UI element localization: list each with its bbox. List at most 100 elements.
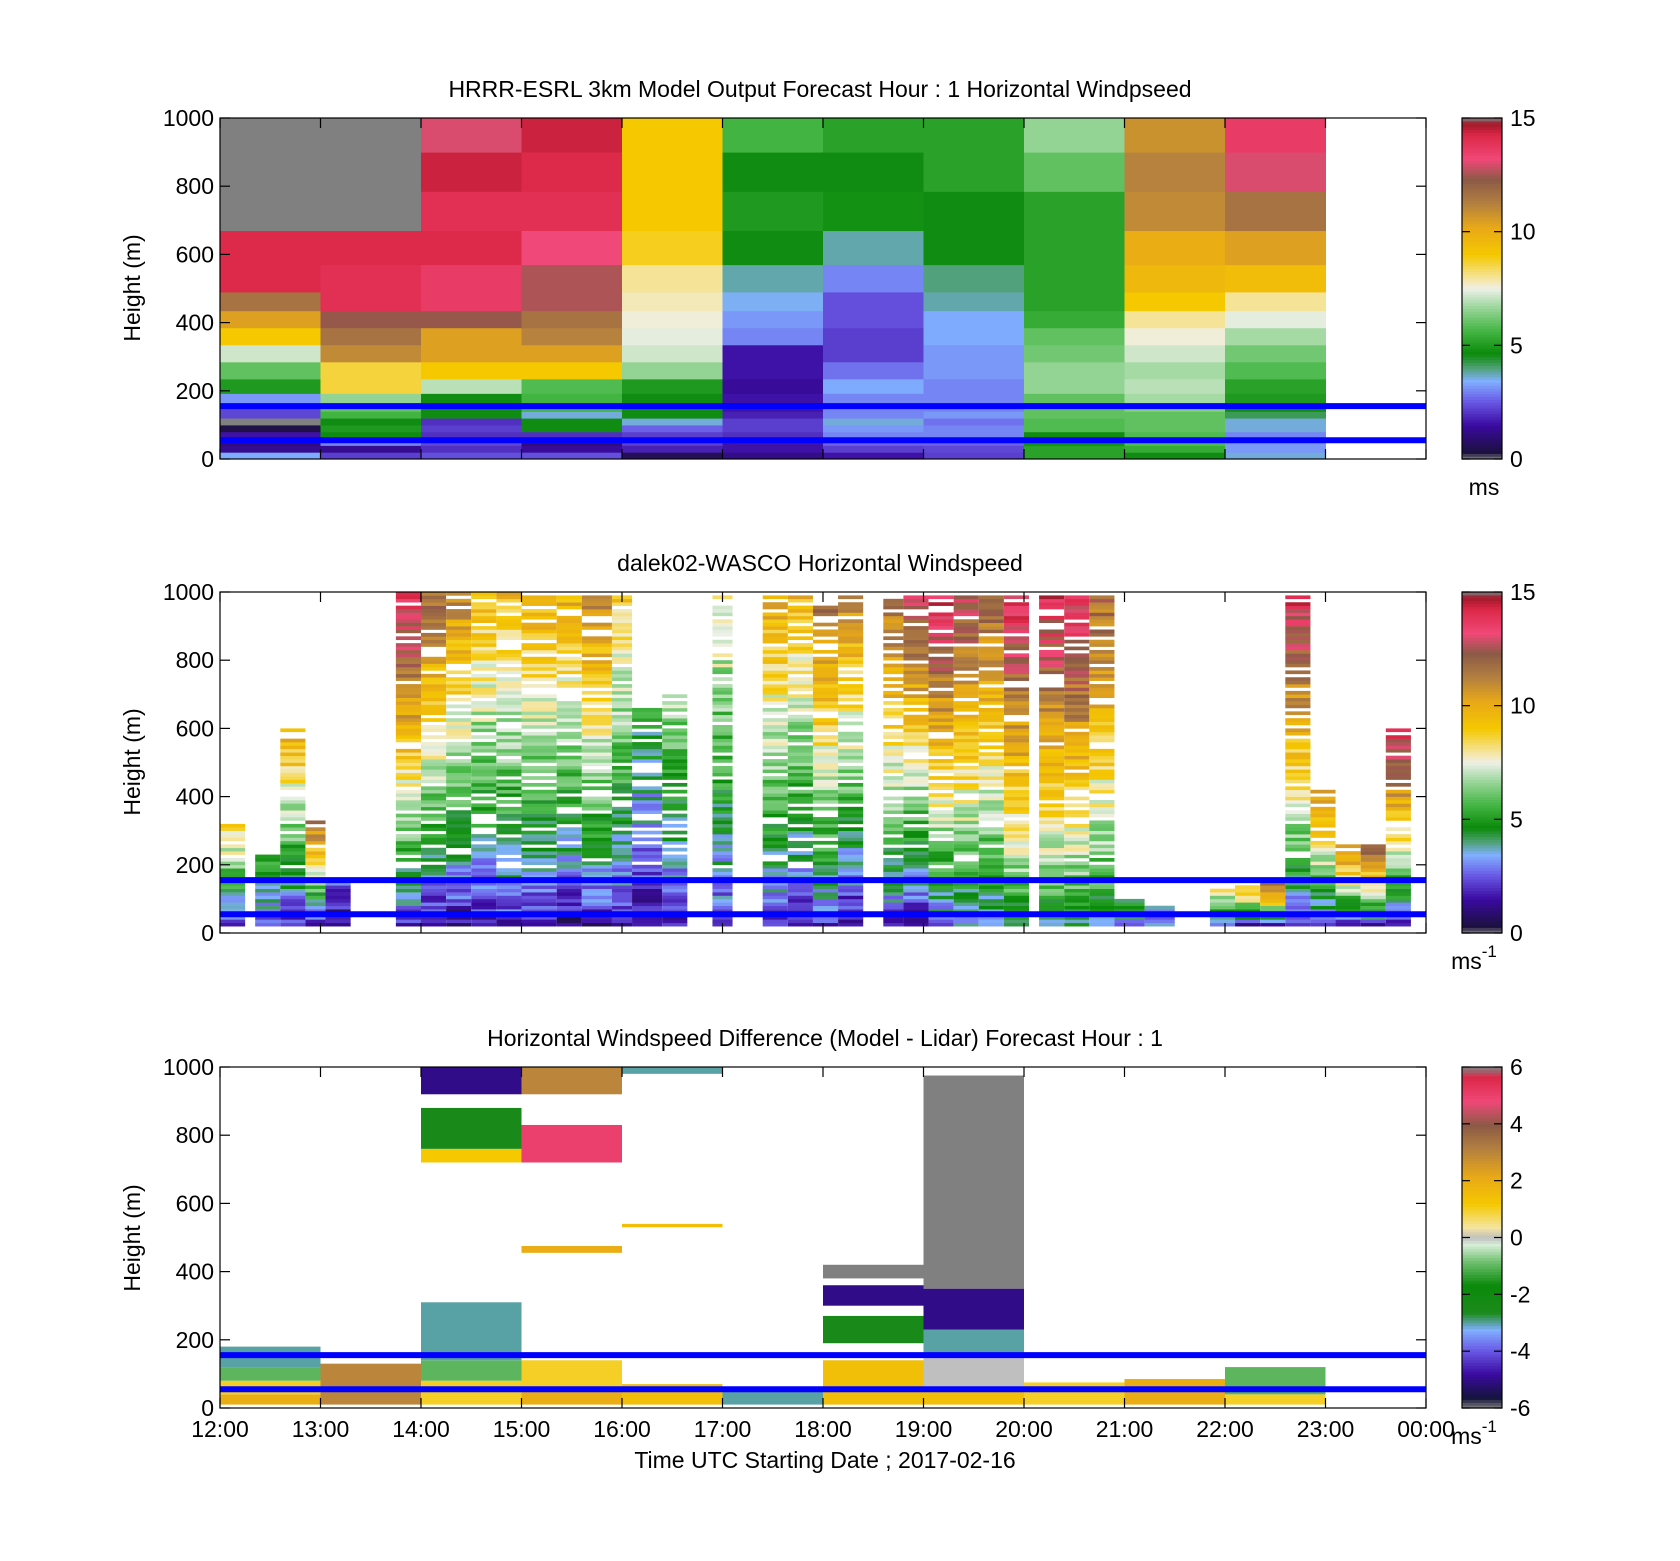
model-cell bbox=[1225, 327, 1326, 346]
lidar-cell bbox=[1089, 639, 1115, 644]
lidar-cell bbox=[838, 694, 864, 699]
lidar-cell bbox=[928, 752, 954, 756]
lidar-cell bbox=[838, 919, 864, 924]
model-cell bbox=[320, 378, 422, 394]
lidar-cell bbox=[581, 677, 612, 681]
lidar-cell bbox=[712, 817, 733, 821]
colorbar-swatch bbox=[1462, 217, 1502, 221]
lidar-cell bbox=[611, 902, 633, 907]
model-cell bbox=[823, 310, 924, 329]
lidar-cell bbox=[1235, 898, 1261, 903]
colorbar-swatch bbox=[1462, 697, 1502, 701]
colorbar-swatch bbox=[1462, 1203, 1502, 1207]
lidar-cell bbox=[1089, 605, 1115, 610]
colorbar-swatch bbox=[1462, 140, 1502, 145]
lidar-cell bbox=[812, 609, 839, 613]
lidar-cell bbox=[446, 769, 472, 774]
lidar-cell bbox=[1285, 909, 1311, 913]
colorbar-swatch bbox=[1462, 708, 1502, 712]
lidar-cell bbox=[556, 820, 582, 825]
lidar-cell bbox=[556, 800, 582, 804]
lidar-cell bbox=[1089, 823, 1115, 828]
lidar-cell bbox=[496, 875, 522, 879]
lidar-cell bbox=[325, 888, 351, 893]
lidar-cell bbox=[838, 885, 864, 889]
lidar-cell bbox=[1360, 864, 1386, 869]
lidar-cell bbox=[953, 735, 979, 739]
lidar-cell bbox=[787, 834, 813, 838]
lidar-cell bbox=[953, 827, 979, 831]
lidar-cell bbox=[581, 626, 612, 630]
lidar-cell bbox=[953, 806, 979, 811]
lidar-cell bbox=[632, 793, 663, 797]
lidar-cell bbox=[1003, 898, 1030, 903]
lidar-cell bbox=[556, 789, 582, 794]
lidar-cell bbox=[978, 697, 1004, 702]
lidar-cell bbox=[1310, 810, 1336, 814]
colorbar-tick-label: 2 bbox=[1510, 1168, 1523, 1194]
lidar-cell bbox=[1385, 772, 1411, 777]
lidar-cell bbox=[953, 724, 979, 729]
lidar-cell bbox=[903, 786, 929, 791]
x-tick-label: 17:00 bbox=[694, 1416, 752, 1442]
lidar-cell bbox=[421, 888, 447, 893]
lidar-cell bbox=[1039, 857, 1065, 862]
lidar-cell bbox=[1285, 646, 1311, 651]
lidar-cell bbox=[611, 660, 633, 664]
lidar-cell bbox=[712, 800, 733, 804]
lidar-cell bbox=[762, 622, 788, 627]
lidar-cell bbox=[611, 721, 633, 726]
lidar-cell bbox=[978, 796, 1004, 801]
colorbar-swatch bbox=[1462, 896, 1502, 900]
difference-cell bbox=[421, 1067, 522, 1095]
lidar-cell bbox=[762, 711, 788, 716]
lidar-cell bbox=[1385, 888, 1411, 893]
model-cell bbox=[823, 361, 924, 380]
lidar-cell bbox=[712, 609, 733, 613]
colorbar-swatch bbox=[1462, 1277, 1502, 1281]
model-cell bbox=[1124, 378, 1226, 394]
lidar-cell bbox=[1385, 800, 1411, 804]
lidar-cell bbox=[611, 711, 633, 716]
lidar-cell bbox=[928, 602, 954, 606]
lidar-cell bbox=[446, 779, 472, 784]
lidar-cell bbox=[1089, 803, 1115, 808]
lidar-cell bbox=[1089, 673, 1115, 678]
lidar-cell bbox=[883, 776, 904, 780]
lidar-cell bbox=[662, 803, 688, 808]
lidar-cell bbox=[762, 915, 788, 920]
lidar-cell bbox=[496, 800, 522, 804]
colorbar-swatch bbox=[1462, 439, 1502, 443]
lidar-cell bbox=[632, 837, 663, 842]
lidar-cell bbox=[978, 731, 1004, 736]
lidar-cell bbox=[1360, 851, 1386, 855]
lidar-cell bbox=[1039, 854, 1065, 859]
lidar-cell bbox=[395, 892, 421, 896]
lidar-cell bbox=[787, 892, 813, 896]
lidar-cell bbox=[421, 789, 447, 794]
colorbar-swatch bbox=[1462, 1166, 1502, 1170]
lidar-cell bbox=[446, 592, 472, 596]
lidar-cell bbox=[953, 834, 979, 838]
lidar-cell bbox=[521, 803, 557, 808]
lidar-cell bbox=[581, 707, 612, 712]
lidar-cell bbox=[611, 742, 633, 746]
colorbar-unit: ms-1 bbox=[1451, 942, 1497, 974]
lidar-cell bbox=[838, 755, 864, 760]
lidar-cell bbox=[556, 881, 582, 886]
lidar-cell bbox=[581, 680, 612, 685]
lidar-cell bbox=[581, 721, 612, 726]
lidar-cell bbox=[712, 677, 733, 681]
model-cell bbox=[320, 393, 422, 405]
lidar-cell bbox=[1285, 803, 1311, 808]
lidar-cell bbox=[581, 718, 612, 722]
lidar-cell bbox=[556, 701, 582, 705]
lidar-cell bbox=[1285, 765, 1311, 770]
lidar-cell bbox=[395, 663, 421, 668]
lidar-cell bbox=[1064, 888, 1090, 893]
lidar-cell bbox=[838, 813, 864, 818]
lidar-cell bbox=[1064, 861, 1090, 866]
lidar-cell bbox=[662, 905, 688, 910]
colorbar-swatch bbox=[1462, 873, 1502, 877]
lidar-cell bbox=[581, 769, 612, 774]
